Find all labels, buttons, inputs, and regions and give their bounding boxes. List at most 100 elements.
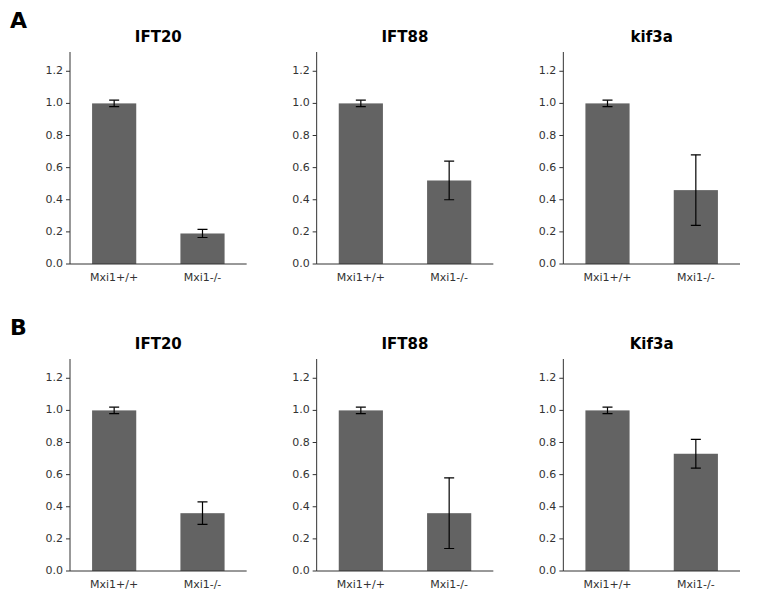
y-tick (66, 103, 70, 104)
plot-area (339, 100, 472, 264)
y-tick-label: 0.2 (46, 532, 64, 545)
error-bar (691, 155, 701, 226)
y-tick (559, 410, 563, 411)
y-tick-label: 1.2 (539, 64, 557, 77)
plot-area (339, 407, 472, 571)
y-tick-label: 0.8 (292, 129, 310, 142)
y-tick (66, 231, 70, 232)
y-tick (559, 264, 563, 265)
y-tick-label: 1.0 (292, 96, 310, 109)
y-tick (559, 442, 563, 443)
y-tick (313, 264, 317, 265)
y-tick-label: 0.0 (539, 257, 557, 270)
panel-title: Kif3a (630, 335, 674, 353)
y-tick (313, 378, 317, 379)
x-tick-label: Mxi1-/- (677, 271, 715, 284)
y-tick (559, 571, 563, 572)
y-tick (313, 231, 317, 232)
x-axis-line (563, 264, 740, 265)
error-bar (109, 100, 119, 106)
y-tick-label: 0.8 (539, 436, 557, 449)
y-tick (66, 538, 70, 539)
y-tick-label: 0.0 (292, 564, 310, 577)
x-tick-label: Mxi1+/+ (337, 578, 385, 591)
x-axis-line (70, 571, 247, 572)
x-tick-label: Mxi1-/- (184, 578, 222, 591)
x-tick-label: Mxi1-/- (677, 578, 715, 591)
row-label: A (10, 8, 27, 33)
y-tick-label: 1.2 (46, 64, 64, 77)
x-tick-label: Mxi1+/+ (583, 271, 631, 284)
y-tick-label: 0.2 (539, 532, 557, 545)
y-tick-label: 1.2 (539, 371, 557, 384)
error-bar (603, 100, 613, 106)
error-bar (691, 439, 701, 468)
y-tick (66, 410, 70, 411)
chart-container: A B 0.0 0.2 0.4 0.6 0.8 1.0 1.2 Mxi1+/+ Mxi1-/- IFT… (0, 0, 760, 613)
x-tick-label: Mxi1-/- (184, 271, 222, 284)
y-tick (559, 538, 563, 539)
row-label: B (10, 315, 27, 340)
x-axis-line (317, 571, 494, 572)
y-tick-label: 0.2 (539, 225, 557, 238)
bar (92, 410, 136, 571)
y-tick (559, 167, 563, 168)
y-tick (559, 231, 563, 232)
y-tick-label: 0.8 (46, 129, 64, 142)
y-tick (313, 135, 317, 136)
x-axis-line (70, 264, 247, 265)
y-tick (559, 378, 563, 379)
y-tick-label: 0.6 (46, 161, 64, 174)
panel-title: IFT88 (382, 28, 429, 46)
bar (180, 233, 224, 264)
y-tick-label: 0.2 (46, 225, 64, 238)
error-bar (198, 502, 208, 524)
y-tick-label: 0.6 (292, 161, 310, 174)
y-tick (313, 506, 317, 507)
bar (92, 103, 136, 264)
y-tick (559, 71, 563, 72)
bar (339, 410, 383, 571)
y-tick-label: 0.0 (46, 564, 64, 577)
plot-area (92, 100, 225, 264)
panel: 0.00.20.40.60.81.01.2Mxi1+/+Mxi1-/-IFT88 (292, 335, 493, 591)
x-axis-line (317, 264, 494, 265)
y-tick (313, 167, 317, 168)
panel: 0.00.20.40.60.81.01.2Mxi1+/+Mxi1-/-Kif3a (539, 335, 740, 591)
panel-title: IFT20 (135, 28, 182, 46)
y-tick-label: 0.0 (539, 564, 557, 577)
y-tick-label: 0.6 (539, 161, 557, 174)
y-tick (313, 410, 317, 411)
y-tick (559, 199, 563, 200)
y-tick-label: 0.4 (539, 500, 557, 513)
y-tick (66, 199, 70, 200)
plot-area (585, 100, 718, 264)
x-tick-label: Mxi1+/+ (583, 578, 631, 591)
x-tick-label: Mxi1-/- (430, 578, 468, 591)
y-tick-label: 0.4 (539, 193, 557, 206)
y-tick (66, 571, 70, 572)
y-tick (66, 135, 70, 136)
bar (585, 410, 629, 571)
y-tick-label: 0.6 (46, 468, 64, 481)
bar (585, 103, 629, 264)
y-tick (313, 103, 317, 104)
y-tick (559, 506, 563, 507)
y-tick-label: 1.2 (292, 64, 310, 77)
y-tick (559, 103, 563, 104)
y-tick-label: 0.4 (292, 193, 310, 206)
x-axis-line (563, 571, 740, 572)
y-tick-label: 1.0 (539, 96, 557, 109)
error-bar (109, 407, 119, 413)
y-tick (66, 264, 70, 265)
y-tick-label: 0.0 (46, 257, 64, 270)
y-tick-label: 0.8 (539, 129, 557, 142)
plot-area (92, 407, 225, 571)
y-tick-label: 1.2 (46, 371, 64, 384)
error-bar (356, 100, 366, 106)
y-tick-label: 0.8 (292, 436, 310, 449)
error-bar (603, 407, 613, 413)
y-tick-label: 0.0 (292, 257, 310, 270)
error-bar (198, 229, 208, 237)
bar (339, 103, 383, 264)
